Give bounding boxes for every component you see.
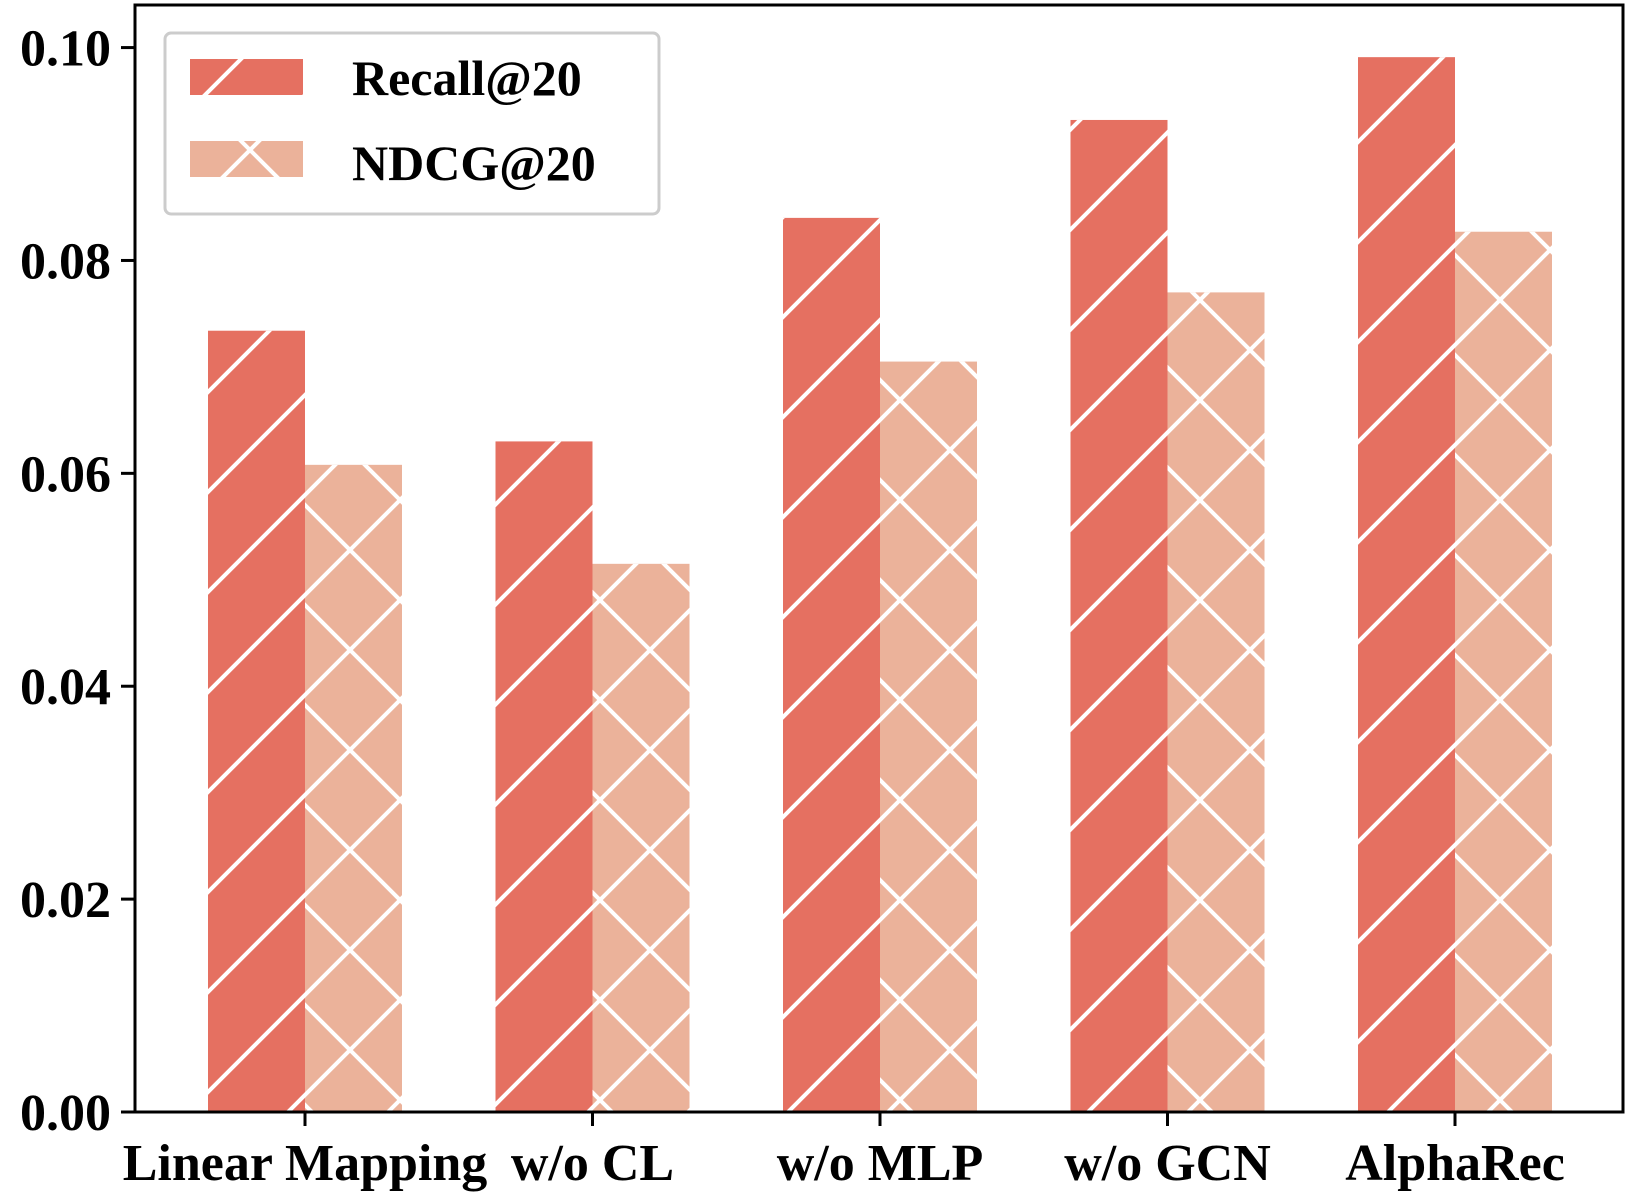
plot-frame	[133, 3, 1625, 1114]
legend-label-ndcg: NDCG@20	[352, 135, 596, 191]
bar-hatch-recall-20-4	[1070, 119, 1168, 1112]
bar-hatch-recall-20-3	[783, 217, 880, 1112]
bar-hatch-ndcg-20-5	[1455, 231, 1552, 1113]
x-tick-label-3: w/o MLP	[777, 1135, 984, 1192]
bar-hatch-recall-20-5	[1358, 57, 1455, 1112]
bar-hatch-ndcg-20-4	[1167, 292, 1265, 1112]
y-tick-label-5: 0.08	[20, 233, 111, 290]
legend: Recall@20 NDCG@20	[163, 31, 661, 216]
y-tick-label-4: 0.06	[20, 446, 111, 503]
bar-hatch-recall-20-2	[495, 441, 593, 1112]
y-tick-label-6: 0.10	[20, 21, 111, 78]
bar-hatch-recall-20-1	[208, 330, 305, 1112]
axes-layer: Linear Mapping w/o CL w/o MLP w/o GCN AlphaR…	[20, 3, 1625, 1192]
bar-hatch-ndcg-20-3	[880, 361, 977, 1112]
bar-hatch-ndcg-20-2	[592, 563, 690, 1112]
x-tick-label-4: w/o GCN	[1064, 1135, 1271, 1192]
legend-swatch-ndcg-hatch	[190, 141, 303, 177]
y-tick-label-3: 0.04	[20, 659, 111, 716]
legend-label-recall: Recall@20	[352, 50, 582, 106]
x-tick-label-5: AlphaRec	[1345, 1135, 1565, 1192]
bars-layer	[208, 57, 1552, 1113]
legend-swatch-recall-hatch	[190, 59, 303, 95]
x-tick-label-1: Linear Mapping	[123, 1135, 488, 1192]
bar-hatch-ndcg-20-1	[305, 464, 402, 1112]
y-tick-label-1: 0.00	[20, 1085, 111, 1142]
y-tick-label-2: 0.02	[20, 872, 111, 929]
x-tick-label-2: w/o CL	[511, 1135, 674, 1192]
